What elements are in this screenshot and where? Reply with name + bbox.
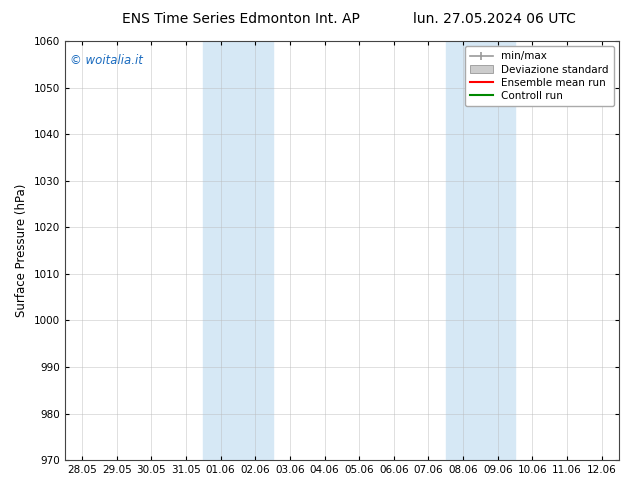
Text: © woitalia.it: © woitalia.it	[70, 53, 143, 67]
Bar	[446, 41, 515, 460]
Legend: min/max, Deviazione standard, Ensemble mean run, Controll run: min/max, Deviazione standard, Ensemble m…	[465, 46, 614, 106]
Text: lun. 27.05.2024 06 UTC: lun. 27.05.2024 06 UTC	[413, 12, 576, 26]
Text: ENS Time Series Edmonton Int. AP: ENS Time Series Edmonton Int. AP	[122, 12, 360, 26]
Y-axis label: Surface Pressure (hPa): Surface Pressure (hPa)	[15, 184, 28, 318]
Bar	[204, 41, 273, 460]
